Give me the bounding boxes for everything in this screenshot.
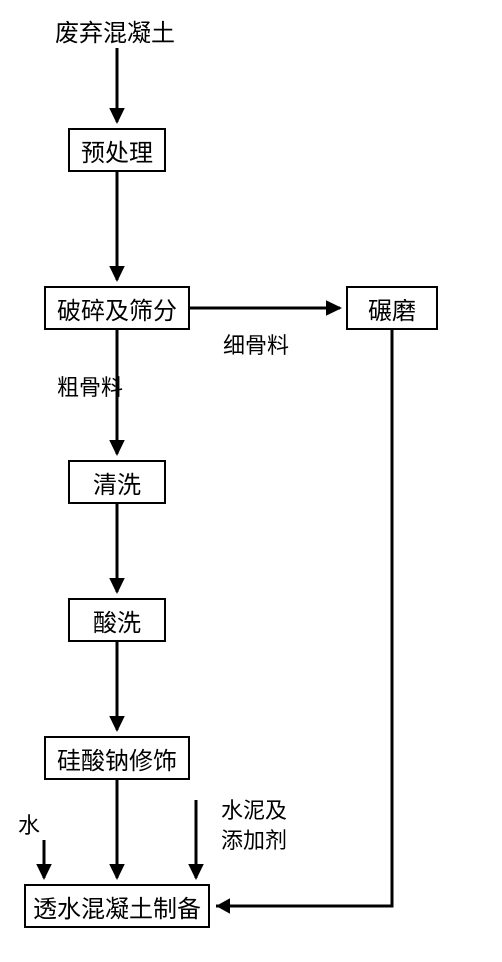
node-sodium: 硅酸钠修饰 [44, 736, 190, 780]
edge-label-fine: 细骨料 [216, 330, 296, 358]
node-final: 透水混凝土制备 [24, 884, 210, 928]
node-grind: 碾磨 [346, 286, 438, 330]
node-wash: 清洗 [68, 460, 166, 504]
node-pretreat: 预处理 [68, 128, 166, 172]
edge-label-coarse: 粗骨料 [50, 372, 130, 400]
node-crush: 破碎及筛分 [44, 286, 190, 330]
edge-label-additive: 添加剂 [214, 825, 294, 853]
node-start: 废弃混凝土 [50, 12, 180, 48]
node-acid: 酸洗 [68, 598, 166, 642]
edge-label-water: 水 [14, 810, 44, 838]
edge-label-cement: 水泥及 [214, 795, 294, 823]
